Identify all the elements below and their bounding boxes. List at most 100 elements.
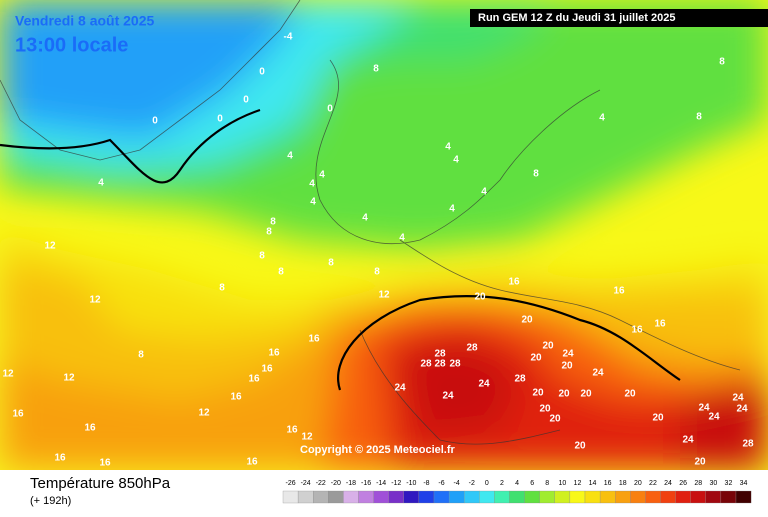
scale-swatch (282, 490, 299, 504)
scale-label: -26 (285, 480, 295, 487)
scale-swatch (539, 490, 555, 504)
contour-label: 16 (248, 374, 260, 385)
contour-label: 16 (268, 348, 280, 359)
scale-label: 10 (558, 480, 566, 487)
scale-label: 2 (500, 480, 504, 487)
contour-label: -4 (284, 32, 293, 43)
scale-swatch (509, 490, 525, 504)
contour-label: 8 (266, 227, 272, 238)
contour-label: 12 (89, 295, 101, 306)
contour-label: 8 (259, 251, 265, 262)
contour-label: 16 (230, 392, 242, 403)
contour-label: 8 (278, 267, 284, 278)
scale-label: -12 (391, 480, 401, 487)
contour-label: 20 (530, 353, 542, 364)
scale-swatch (403, 490, 420, 504)
scale-label: 30 (709, 480, 717, 487)
contour-label: 28 (742, 439, 754, 450)
contour-label: 20 (558, 389, 570, 400)
contour-label: 8 (138, 350, 144, 361)
scale-label: 24 (664, 480, 672, 487)
contour-label: 16 (286, 425, 298, 436)
run-label: Run GEM 12 Z du Jeudi 31 juillet 2025 (478, 12, 675, 24)
contour-label: 28 (434, 359, 446, 370)
contour-label: 4 (98, 178, 104, 189)
scale-label: 6 (530, 480, 534, 487)
contour-label: 4 (399, 233, 405, 244)
contour-label: 16 (12, 409, 24, 420)
scale-label: 4 (515, 480, 519, 487)
scale-label: -2 (469, 480, 475, 487)
scale-label: 28 (694, 480, 702, 487)
contour-label: 12 (2, 369, 14, 380)
scale-label: 16 (604, 480, 612, 487)
contour-label: 4 (453, 155, 459, 166)
scale-swatch (297, 490, 314, 504)
contour-label: 12 (198, 408, 210, 419)
scale-label: -14 (376, 480, 386, 487)
scale-label: 0 (485, 480, 489, 487)
scale-swatch (313, 490, 329, 504)
contour-label: 24 (592, 368, 604, 379)
contour-label: 16 (613, 286, 625, 297)
contour-label: 20 (624, 389, 636, 400)
copyright: Copyright © 2025 Meteociel.fr (300, 444, 456, 456)
scale-swatch (675, 490, 691, 504)
contour-label: 24 (698, 403, 710, 414)
time-label: 13:00 locale (15, 34, 128, 56)
contour-label: 28 (466, 343, 478, 354)
scale-swatch (705, 490, 722, 504)
scale-swatch (615, 490, 631, 504)
contour-label: 16 (246, 457, 258, 468)
scale-swatch (599, 490, 616, 504)
scale-swatch (388, 490, 404, 504)
contour-label: 24 (736, 404, 748, 415)
scale-swatch (479, 490, 495, 504)
contour-label: 20 (549, 414, 561, 425)
scale-swatch (660, 490, 676, 504)
contour-label: 28 (514, 374, 526, 385)
scale-swatch (690, 490, 706, 504)
scale-label: -18 (346, 480, 356, 487)
contour-label: 0 (327, 104, 333, 115)
contour-label: 20 (521, 315, 533, 326)
map-field (0, 0, 768, 470)
scale-label: -16 (361, 480, 371, 487)
scale-swatch (343, 490, 359, 504)
scale-label: 14 (589, 480, 597, 487)
run-box (470, 9, 768, 27)
scale-swatch (358, 490, 374, 504)
scale-label: -4 (454, 480, 460, 487)
scale-swatch (373, 490, 389, 504)
scale-label: -8 (423, 480, 429, 487)
contour-label: 8 (533, 169, 539, 180)
scale-label: -22 (316, 480, 326, 487)
contour-label: 20 (580, 389, 592, 400)
contour-label: 4 (319, 170, 325, 181)
contour-label: 8 (270, 217, 276, 228)
contour-label: 0 (243, 95, 249, 106)
contour-label: 0 (217, 114, 223, 125)
contour-label: 12 (301, 432, 313, 443)
contour-label: 4 (310, 197, 316, 208)
contour-label: 24 (442, 391, 454, 402)
scale-swatch (494, 490, 510, 504)
contour-label: 12 (378, 290, 390, 301)
contour-label: 8 (719, 57, 725, 68)
contour-label: 20 (694, 457, 706, 468)
contour-label: 20 (539, 404, 551, 415)
scale-label: 34 (740, 480, 748, 487)
contour-label: 12 (44, 241, 56, 252)
scale-label: 22 (649, 480, 657, 487)
scale-label: 32 (725, 480, 733, 487)
contour-label: 16 (654, 319, 666, 330)
scale-swatch (433, 490, 450, 504)
contour-label: 28 (449, 359, 461, 370)
contour-label: 20 (652, 413, 664, 424)
scale-label: 12 (574, 480, 582, 487)
scale-swatch (448, 490, 465, 504)
contour-label: 20 (574, 441, 586, 452)
scale-swatch (720, 490, 737, 504)
